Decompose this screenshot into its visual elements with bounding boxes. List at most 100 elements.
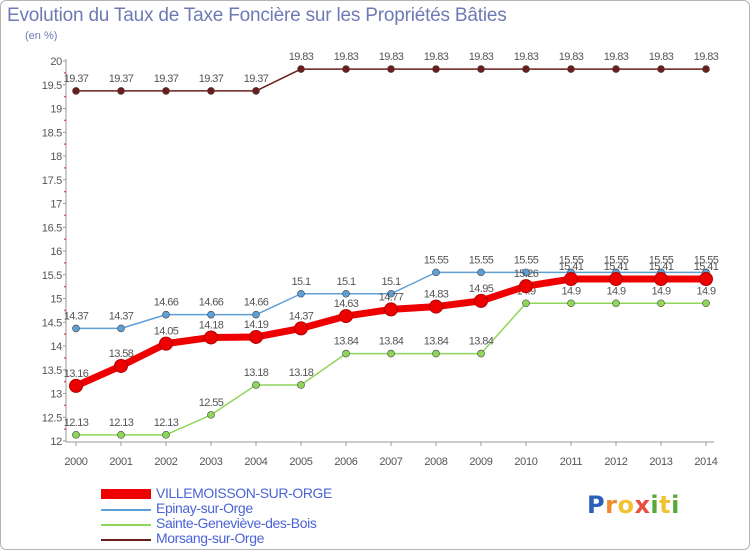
y-tick-label: 15 [50,294,62,306]
data-label: 13.84 [424,336,449,348]
data-label: 13.84 [334,336,359,348]
data-label: 15.55 [604,254,629,266]
data-label: 12.13 [109,417,134,429]
data-point [657,65,665,73]
data-point [162,310,170,319]
legend-label-morsang: Morsang-sur-Orge [156,530,264,546]
data-point [69,378,83,393]
data-label: 12.13 [64,417,89,429]
x-tick-label: 2007 [379,456,402,468]
legend-swatch-sainte-genevieve [101,524,151,526]
x-tick-label: 2002 [154,456,177,468]
data-point [474,293,488,308]
data-point [297,65,305,73]
data-point [204,330,218,345]
data-point [342,349,350,358]
data-label: 15.41 [694,261,719,273]
x-tick-label: 2003 [199,456,222,468]
data-point [609,272,623,287]
legend-swatch-morsang [101,539,151,541]
data-point [477,349,485,358]
data-label: 19.37 [154,73,179,85]
data-point [162,431,170,439]
legend-label-villemoisson: VILLEMOISSON-SUR-ORGE [156,485,332,501]
data-point [207,411,215,419]
data-point [252,381,260,389]
y-minor-dot [64,380,66,383]
legend-swatch-villemoisson [101,489,151,499]
data-point [252,310,260,319]
data-label: 19.83 [514,51,539,63]
y-tick-label: 12.5 [42,412,62,424]
data-label: 15.55 [424,254,449,266]
x-tick-label: 2014 [694,456,717,468]
x-tick-label: 2009 [469,456,492,468]
data-label: 15.55 [694,254,719,266]
data-label: 14.83 [424,289,449,301]
data-point [564,272,578,287]
data-label: 15.55 [649,254,674,266]
y-minor-dot [64,261,66,264]
y-tick-label: 14 [50,341,62,353]
data-point [114,358,128,373]
y-tick-label: 19.5 [42,80,62,92]
x-tick-label: 2008 [424,456,447,468]
data-point [72,431,80,439]
y-tick-label: 12 [50,436,62,448]
data-label: 19.37 [244,73,269,85]
logo-letter: i [650,491,660,519]
data-point [699,272,713,287]
data-label: 19.83 [379,51,404,63]
data-label: 14.37 [109,310,134,322]
data-point [162,87,170,95]
data-label: 13.84 [379,336,404,348]
data-point [477,65,485,73]
data-label: 13.58 [109,348,134,360]
logo-letter: r [605,491,618,519]
legend-label-epinay: Epinay-sur-Orge [156,500,253,516]
y-minor-dot [64,95,66,98]
data-label: 14.05 [154,326,179,338]
data-point [429,299,443,314]
y-minor-dot [64,214,66,217]
data-label: 14.95 [469,283,494,295]
data-label: 19.37 [64,73,89,85]
data-label: 14.9 [696,285,715,297]
data-point [702,65,710,73]
chart-title: Evolution du Taux de Taxe Foncière sur l… [7,5,507,26]
data-label: 19.83 [469,51,494,63]
data-label: 19.37 [199,73,224,85]
data-label: 15.55 [469,254,494,266]
y-minor-dot [64,356,66,359]
data-point [252,87,260,95]
y-tick-label: 17 [50,199,62,211]
y-minor-dot [64,285,66,288]
y-axis-unit: (en %) [25,30,58,42]
data-label: 19.83 [649,51,674,63]
data-point [477,268,485,277]
logo-letter: i [671,491,680,519]
data-point [207,310,215,319]
data-label: 14.9 [651,285,670,297]
data-label: 15.55 [514,254,539,266]
data-label: 14.66 [154,297,179,309]
y-minor-dot [64,238,66,241]
data-label: 15.55 [559,254,584,266]
data-point [159,336,173,351]
y-minor-dot [64,71,66,74]
y-tick-label: 14.5 [42,317,62,329]
data-point [117,87,125,95]
data-point [249,329,263,344]
x-tick-label: 2001 [109,456,132,468]
data-label: 19.83 [694,51,719,63]
x-tick-label: 2011 [560,456,583,468]
y-minor-dot [64,404,66,407]
y-tick-label: 18 [50,151,62,163]
data-point [432,65,440,73]
data-point [72,87,80,95]
data-label: 19.83 [424,51,449,63]
y-tick-label: 13.5 [42,365,62,377]
data-label: 15.41 [604,261,629,273]
x-tick-label: 2010 [514,456,537,468]
